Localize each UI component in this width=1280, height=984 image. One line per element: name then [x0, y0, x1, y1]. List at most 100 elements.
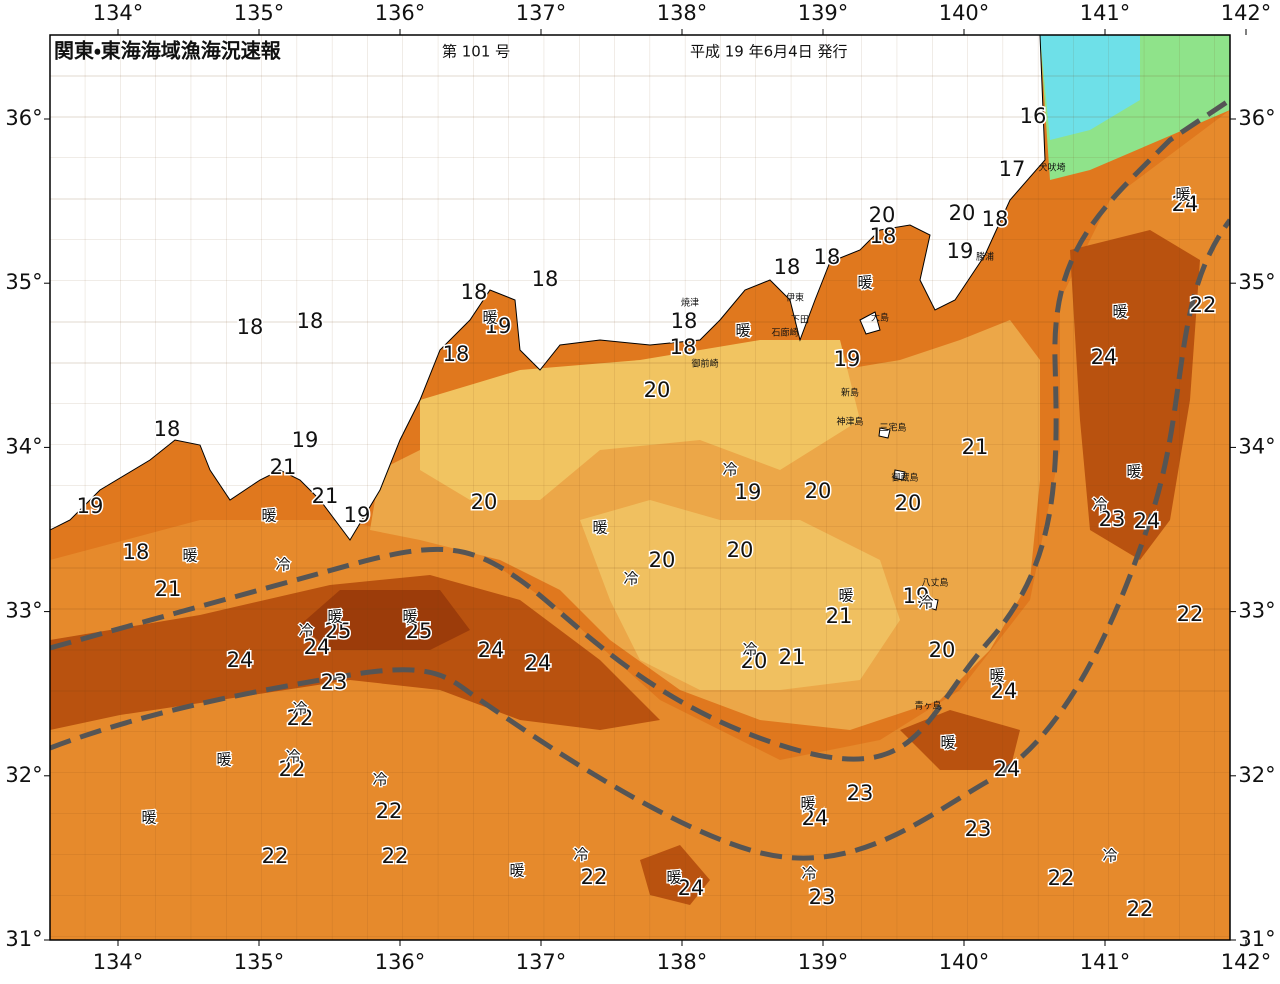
isotherm-label: 18 [461, 280, 488, 304]
isotherm-label: 22 [1177, 602, 1204, 626]
lon-tick-label: 140° [939, 950, 990, 974]
isotherm-label: 19 [903, 584, 930, 608]
lon-tick-label: 138° [657, 950, 708, 974]
eddy-label: 冷 [298, 622, 313, 640]
issue-date: 平成 19 年6月4日 発行 [690, 43, 847, 61]
isotherm-label: 22 [1190, 293, 1217, 317]
eddy-label: 暖 [857, 274, 872, 292]
lon-tick-label: 137° [516, 1, 567, 25]
isotherm-label: 18 [532, 267, 559, 291]
isotherm-label: 21 [312, 484, 339, 508]
place-name: 焼津 [681, 298, 699, 309]
isotherm-label: 24 [994, 757, 1021, 781]
isotherm-label: 20 [471, 490, 498, 514]
eddy-label: 暖 [1126, 463, 1141, 481]
kuroshio-axis-north [50, 97, 1230, 762]
eddy-label: 冷 [275, 556, 290, 574]
eddy-label: 冷 [1092, 496, 1107, 514]
eddy-label: 暖 [216, 751, 231, 769]
isotherm-label: 17 [999, 157, 1026, 181]
isotherm-label: 20 [727, 538, 754, 562]
isotherm-label: 18 [297, 309, 324, 333]
isotherm-label: 18 [123, 540, 150, 564]
eddy-label: 冷 [292, 700, 307, 718]
isotherm-label: 18 [671, 309, 698, 333]
lat-tick-label: 31° [5, 927, 42, 951]
issue-number: 第 101 号 [442, 43, 510, 61]
grid [50, 35, 1230, 940]
eddy-label: 暖 [402, 608, 417, 626]
isotherm-label: 22 [1127, 897, 1154, 921]
isotherm-label: 18 [443, 342, 470, 366]
isotherm-label: 22 [1048, 866, 1075, 890]
isotherm-label: 21 [155, 577, 182, 601]
eddy-label: 暖 [735, 322, 750, 340]
place-name: 石廊崎 [771, 327, 798, 339]
lat-tick-label: 33° [1238, 599, 1275, 623]
isotherm-label: 24 [678, 876, 705, 900]
isotherm-label: 22 [382, 844, 409, 868]
lon-tick-label: 141° [1080, 950, 1131, 974]
isotherm-label: 24 [1134, 509, 1161, 533]
lon-tick-label: 138° [657, 1, 708, 25]
lon-tick-label: 135° [234, 950, 285, 974]
lon-tick-label: 135° [234, 1, 285, 25]
place-name: 勝浦 [976, 251, 994, 263]
isotherm-label: 24 [1172, 192, 1199, 216]
place-name: 犬吠埼 [1038, 162, 1065, 174]
eddy-label: 冷 [1102, 847, 1117, 865]
place-name: 伊東 [786, 292, 804, 304]
isotherm-label: 18 [870, 224, 897, 248]
isotherm-label: 19 [292, 428, 319, 452]
isotherm-label: 21 [270, 455, 297, 479]
place-name: 御蔵島 [891, 472, 918, 484]
isotherm-label: 20 [869, 203, 896, 227]
isotherm-label: 24 [991, 679, 1018, 703]
eddy-label: 暖 [838, 587, 853, 605]
isotherm-label: 19 [947, 239, 974, 263]
place-name: 御前崎 [691, 358, 718, 370]
lat-tick-label: 34° [5, 434, 42, 458]
lon-tick-label: 142° [1221, 1, 1272, 25]
lat-tick-label: 36° [5, 106, 42, 130]
isotherm-label: 18 [982, 207, 1009, 231]
isotherm-label: 20 [805, 479, 832, 503]
isotherm-label: 23 [965, 817, 992, 841]
eddy-label: 冷 [623, 570, 638, 588]
isotherm-label: 18 [774, 255, 801, 279]
isotherm-label: 23 [321, 670, 348, 694]
lat-tick-label: 32° [1238, 763, 1275, 787]
isotherm-label: 24 [802, 806, 829, 830]
eddy-label: 暖 [666, 869, 681, 887]
place-name: 八丈島 [921, 577, 948, 589]
lat-tick-label: 31° [1238, 927, 1275, 951]
eddy-label: 冷 [918, 594, 933, 612]
lat-tick-label: 33° [5, 599, 42, 623]
map-frame [49, 34, 1231, 941]
lon-tick-label: 139° [798, 1, 849, 25]
eddy-label: 冷 [801, 865, 816, 883]
place-name: 下田 [791, 315, 809, 326]
lon-tick-label: 134° [93, 950, 144, 974]
eddy-label: 暖 [592, 519, 607, 537]
lat-tick-label: 35° [5, 270, 42, 294]
eddy-label: 冷 [742, 641, 757, 659]
isotherm-label: 21 [826, 604, 853, 628]
lon-tick-label: 139° [798, 950, 849, 974]
isotherm-label: 20 [949, 201, 976, 225]
isotherm-label: 22 [262, 844, 289, 868]
place-name: 三宅島 [879, 422, 906, 434]
isotherm-label: 21 [779, 645, 806, 669]
eddy-label: 暖 [1112, 303, 1127, 321]
isotherm-label: 20 [929, 638, 956, 662]
isotherm-label: 24 [304, 635, 331, 659]
isotherm-label: 22 [287, 706, 314, 730]
lat-tick-label: 36° [1238, 106, 1275, 130]
isotherm-label: 23 [809, 885, 836, 909]
isotherm-label: 22 [376, 799, 403, 823]
lat-tick-label: 32° [5, 763, 42, 787]
isotherm-label: 19 [77, 494, 104, 518]
